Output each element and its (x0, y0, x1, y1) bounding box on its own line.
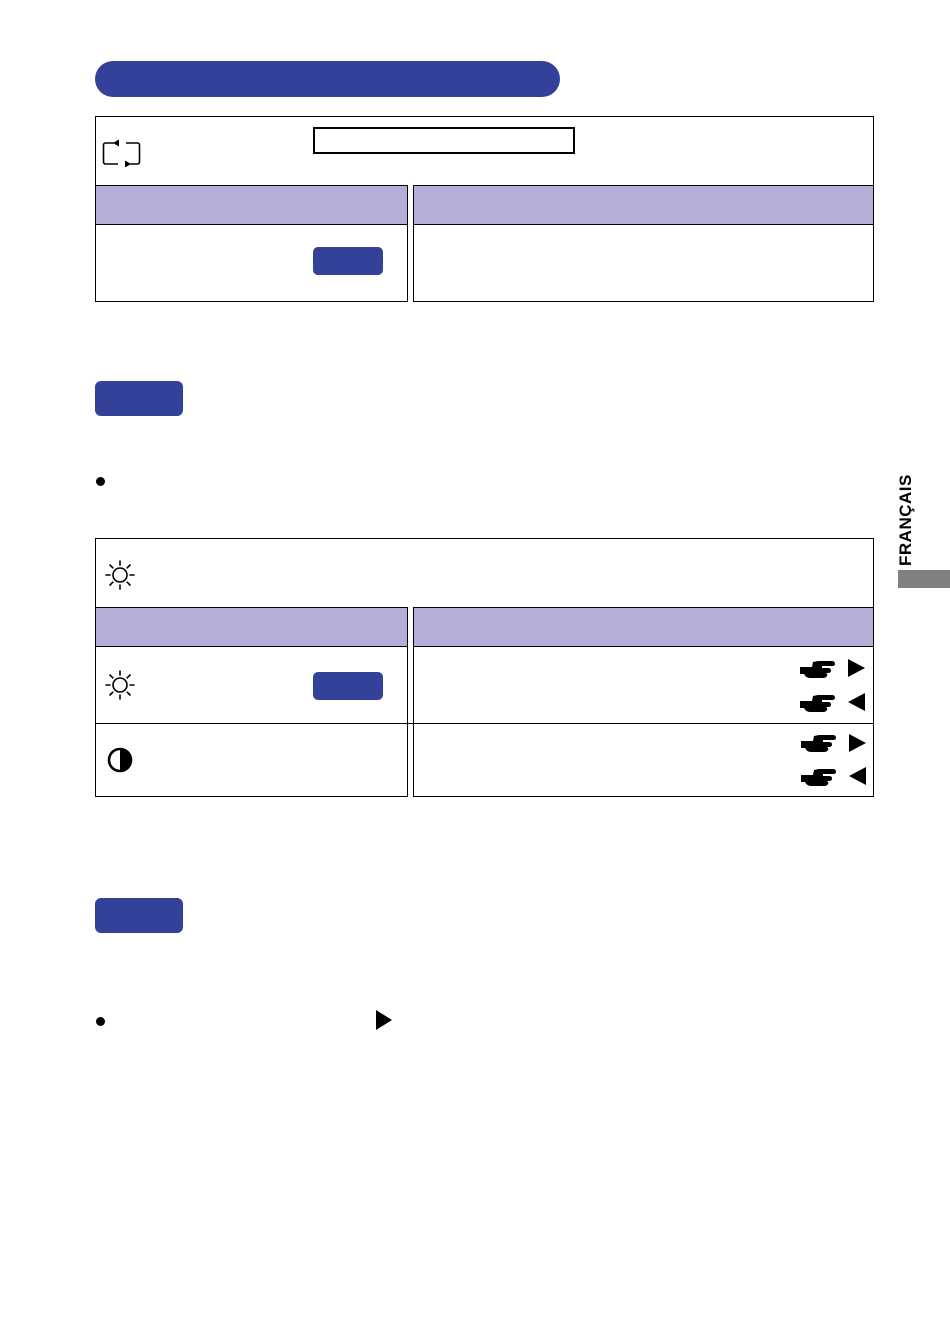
column-divider (407, 607, 414, 797)
bullet-point (96, 1017, 105, 1026)
note-tab (95, 898, 183, 933)
note-tab (95, 381, 183, 416)
triangle-right-icon (849, 734, 866, 752)
column-divider (407, 185, 414, 302)
menu-key-button (313, 247, 383, 275)
pointing-hand-icon (801, 769, 836, 786)
brightness-key-button (313, 672, 383, 700)
triangle-right-icon (376, 1010, 392, 1030)
triangle-left-icon (849, 767, 866, 785)
sun-icon (105, 670, 135, 700)
bullet-point (96, 477, 105, 486)
table-header-row (96, 185, 873, 225)
input-table (95, 116, 874, 302)
pointing-hand-icon (800, 695, 835, 712)
picture-adjust-table (95, 538, 874, 797)
sun-icon (105, 560, 135, 590)
language-side-label: FRANÇAIS (896, 474, 915, 566)
section-header-bar (95, 61, 560, 97)
language-side-tab (898, 570, 950, 588)
input-switch-icon (102, 139, 141, 167)
triangle-right-icon (848, 659, 865, 677)
table-header-row (96, 607, 873, 647)
pointing-hand-icon (801, 735, 836, 752)
triangle-left-icon (848, 693, 865, 711)
row-divider (96, 723, 873, 724)
pointing-hand-icon (800, 661, 835, 678)
input-value-box (313, 127, 575, 154)
contrast-icon (107, 747, 133, 773)
